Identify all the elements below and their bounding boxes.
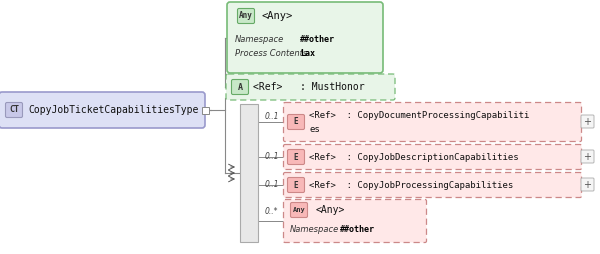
FancyBboxPatch shape <box>284 103 581 141</box>
FancyBboxPatch shape <box>284 199 427 243</box>
Text: A: A <box>238 83 242 91</box>
FancyBboxPatch shape <box>581 178 594 191</box>
Text: Namespace: Namespace <box>290 226 339 234</box>
Text: Namespace: Namespace <box>235 35 284 43</box>
FancyBboxPatch shape <box>287 150 305 165</box>
Text: <Ref>  : CopyDocumentProcessingCapabiliti: <Ref> : CopyDocumentProcessingCapabiliti <box>309 110 529 119</box>
FancyBboxPatch shape <box>290 202 308 217</box>
Text: <Ref>   : MustHonor: <Ref> : MustHonor <box>253 82 365 92</box>
Text: 0..1: 0..1 <box>265 180 280 189</box>
Text: <Any>: <Any> <box>262 11 293 21</box>
Text: E: E <box>293 181 298 189</box>
Text: E: E <box>293 152 298 162</box>
FancyBboxPatch shape <box>0 92 205 128</box>
Text: <Any>: <Any> <box>316 205 346 215</box>
FancyBboxPatch shape <box>5 103 23 118</box>
Text: Lax: Lax <box>300 49 315 57</box>
Text: CT: CT <box>9 105 19 115</box>
Text: +: + <box>583 180 592 190</box>
FancyBboxPatch shape <box>226 74 395 100</box>
FancyBboxPatch shape <box>284 145 581 169</box>
Text: <Ref>  : CopyJobDescriptionCapabilities: <Ref> : CopyJobDescriptionCapabilities <box>309 152 518 162</box>
FancyBboxPatch shape <box>581 150 594 163</box>
Text: ##other: ##other <box>340 226 375 234</box>
Bar <box>240 104 258 242</box>
FancyBboxPatch shape <box>581 115 594 128</box>
Text: Any: Any <box>293 207 305 213</box>
FancyBboxPatch shape <box>238 8 254 24</box>
FancyBboxPatch shape <box>284 172 581 198</box>
FancyBboxPatch shape <box>232 80 248 94</box>
Text: 0..*: 0..* <box>265 207 278 216</box>
FancyBboxPatch shape <box>287 115 305 130</box>
Text: 0..1: 0..1 <box>265 112 280 121</box>
Text: +: + <box>583 117 592 127</box>
Text: Any: Any <box>239 11 253 21</box>
Text: Process Contents: Process Contents <box>235 49 307 57</box>
Text: CopyJobTicketCapabilitiesType: CopyJobTicketCapabilitiesType <box>28 105 199 115</box>
Text: es: es <box>309 124 320 134</box>
Text: E: E <box>293 118 298 126</box>
FancyBboxPatch shape <box>287 178 305 193</box>
Text: ##other: ##other <box>300 35 335 43</box>
Text: +: + <box>583 152 592 162</box>
Text: 0..1: 0..1 <box>265 152 280 161</box>
Text: <Ref>  : CopyJobProcessingCapabilities: <Ref> : CopyJobProcessingCapabilities <box>309 181 513 189</box>
Bar <box>202 106 209 114</box>
FancyBboxPatch shape <box>227 2 383 73</box>
